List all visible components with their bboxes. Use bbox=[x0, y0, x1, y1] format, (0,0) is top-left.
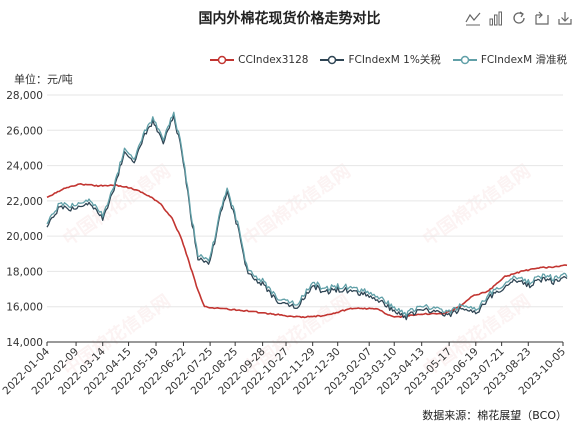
data-source-label: 数据来源：棉花展望（BCO） bbox=[422, 409, 567, 422]
legend-label-ccindex: CCIndex3128 bbox=[238, 53, 309, 66]
line-chart-icon[interactable] bbox=[465, 10, 481, 26]
series-line-2 bbox=[46, 111, 568, 317]
legend-item-ccindex[interactable]: CCIndex3128 bbox=[210, 52, 308, 67]
y-tick-label-6: 26,000 bbox=[6, 125, 43, 137]
y-tick-label-2: 18,000 bbox=[6, 266, 43, 278]
bar-chart-icon[interactable] bbox=[488, 10, 504, 26]
legend-item-fc-sliding[interactable]: FCIndexM 滑准税 bbox=[452, 52, 567, 67]
series-line-1 bbox=[46, 114, 568, 321]
watermark-1: 中国棉花信息网 bbox=[239, 160, 355, 250]
y-tick-label-1: 16,000 bbox=[6, 302, 43, 314]
y-tick-label-5: 24,000 bbox=[6, 161, 43, 173]
toolbox bbox=[465, 10, 573, 26]
legend: CCIndex3128 FCIndexM 1%关税 FCIndexM 滑准税 bbox=[210, 52, 567, 67]
y-tick-label-4: 22,000 bbox=[6, 196, 43, 208]
download-icon[interactable] bbox=[557, 10, 573, 26]
legend-swatch-fc-1pct bbox=[320, 55, 345, 64]
y-tick-label-3: 20,000 bbox=[6, 231, 43, 243]
legend-swatch-fc-sliding bbox=[452, 55, 477, 64]
legend-item-fc-1pct[interactable]: FCIndexM 1%关税 bbox=[320, 52, 441, 67]
refresh-icon[interactable] bbox=[511, 10, 527, 26]
watermark-2: 中国棉花信息网 bbox=[419, 160, 535, 250]
legend-label-fc-sliding: FCIndexM 滑准税 bbox=[480, 54, 567, 66]
legend-swatch-ccindex bbox=[210, 55, 235, 64]
legend-label-fc-1pct: FCIndexM 1%关税 bbox=[348, 54, 441, 66]
y-tick-label-0: 14,000 bbox=[6, 337, 43, 349]
chart-title: 国内外棉花现货价格走势对比 bbox=[198, 11, 381, 27]
y-axis-unit-label: 单位：元/吨 bbox=[14, 73, 73, 86]
series-line-0 bbox=[46, 183, 568, 319]
restore-icon[interactable] bbox=[534, 10, 550, 26]
y-tick-label-7: 28,000 bbox=[6, 90, 43, 102]
